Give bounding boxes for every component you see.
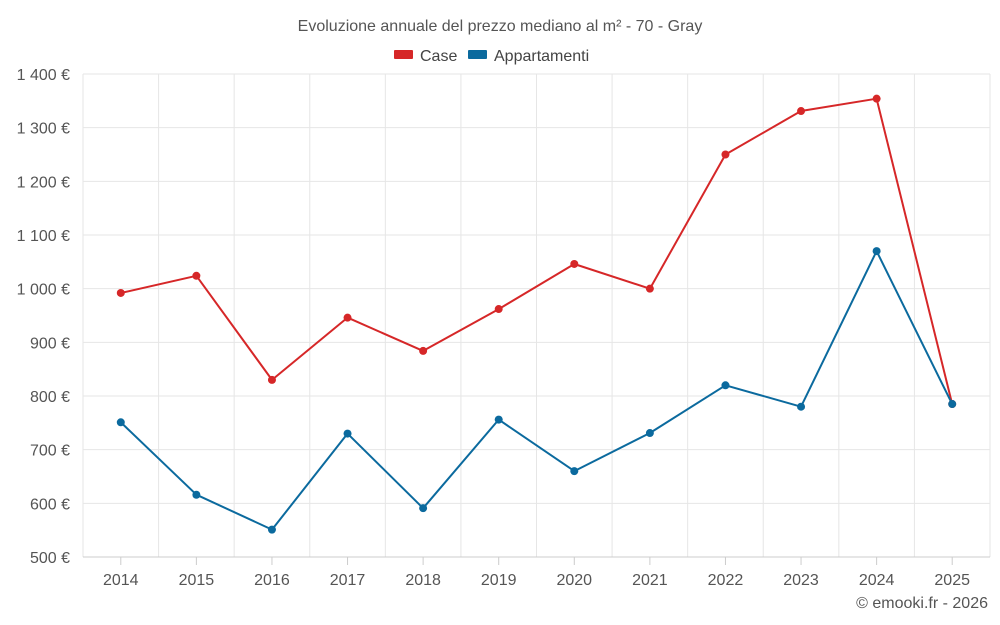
series-case[interactable] [116, 94, 957, 409]
data-point-appartamenti[interactable] [797, 402, 806, 411]
legend-label-appartamenti: Appartamenti [494, 48, 589, 65]
chart-title: Evoluzione annuale del prezzo mediano al… [298, 18, 703, 35]
y-tick-label: 500 € [30, 550, 70, 567]
data-point-case[interactable] [570, 259, 579, 268]
x-tick-label: 2016 [254, 572, 290, 589]
data-point-appartamenti[interactable] [494, 415, 503, 424]
y-tick-label: 600 € [30, 496, 70, 513]
x-tick-label: 2025 [934, 572, 970, 589]
data-point-appartamenti[interactable] [343, 429, 352, 438]
series-appartamenti[interactable] [116, 247, 957, 534]
legend[interactable]: Case Appartamenti [394, 48, 589, 65]
y-tick-label: 900 € [30, 335, 70, 352]
axes: 500 € 600 € 700 € 800 € 900 € 1 000 € 1 100 € 1… [17, 67, 990, 589]
legend-swatch-appartamenti [468, 50, 487, 59]
data-point-case[interactable] [645, 284, 654, 293]
series-layer [116, 94, 957, 534]
x-tick-label: 2014 [103, 572, 139, 589]
data-point-case[interactable] [797, 107, 806, 116]
legend-swatch-case [394, 50, 413, 59]
credit-text: © emooki.fr - 2026 [856, 595, 988, 612]
series-line-appartamenti[interactable] [120, 250, 954, 531]
x-tick-label: 2024 [859, 572, 895, 589]
data-point-case[interactable] [343, 313, 352, 322]
x-tick-label: 2015 [179, 572, 215, 589]
series-line-case[interactable] [120, 97, 954, 405]
x-tick-label: 2021 [632, 572, 668, 589]
data-point-appartamenti[interactable] [872, 247, 881, 256]
x-tick-label: 2018 [405, 572, 441, 589]
data-point-appartamenti[interactable] [645, 429, 654, 438]
data-point-case[interactable] [872, 94, 881, 103]
y-tick-label: 1 100 € [17, 228, 70, 245]
y-tick-label: 800 € [30, 389, 70, 406]
legend-item-appartamenti[interactable]: Appartamenti [468, 48, 589, 65]
y-tick-label: 1 000 € [17, 282, 70, 299]
data-point-appartamenti[interactable] [267, 525, 276, 534]
x-tick-label: 2019 [481, 572, 517, 589]
data-point-case[interactable] [494, 305, 503, 314]
data-point-case[interactable] [192, 271, 201, 280]
grid [82, 73, 991, 557]
data-point-case[interactable] [116, 288, 125, 297]
data-point-case[interactable] [267, 375, 276, 384]
legend-item-case[interactable]: Case [394, 48, 457, 65]
data-point-appartamenti[interactable] [948, 400, 957, 409]
x-tick-label: 2017 [330, 572, 366, 589]
y-tick-label: 700 € [30, 443, 70, 460]
x-tick-label: 2020 [556, 572, 592, 589]
y-tick-label: 1 300 € [17, 121, 70, 138]
y-tick-label: 1 400 € [17, 67, 70, 84]
data-point-appartamenti[interactable] [192, 490, 201, 499]
y-tick-label: 1 200 € [17, 174, 70, 191]
data-point-case[interactable] [721, 150, 730, 159]
data-point-appartamenti[interactable] [721, 381, 730, 390]
data-point-appartamenti[interactable] [116, 418, 125, 427]
x-tick-label: 2023 [783, 572, 819, 589]
data-point-case[interactable] [419, 346, 428, 355]
legend-label-case: Case [420, 48, 457, 65]
x-tick-label: 2022 [708, 572, 744, 589]
data-point-appartamenti[interactable] [419, 504, 428, 513]
data-point-appartamenti[interactable] [570, 467, 579, 476]
